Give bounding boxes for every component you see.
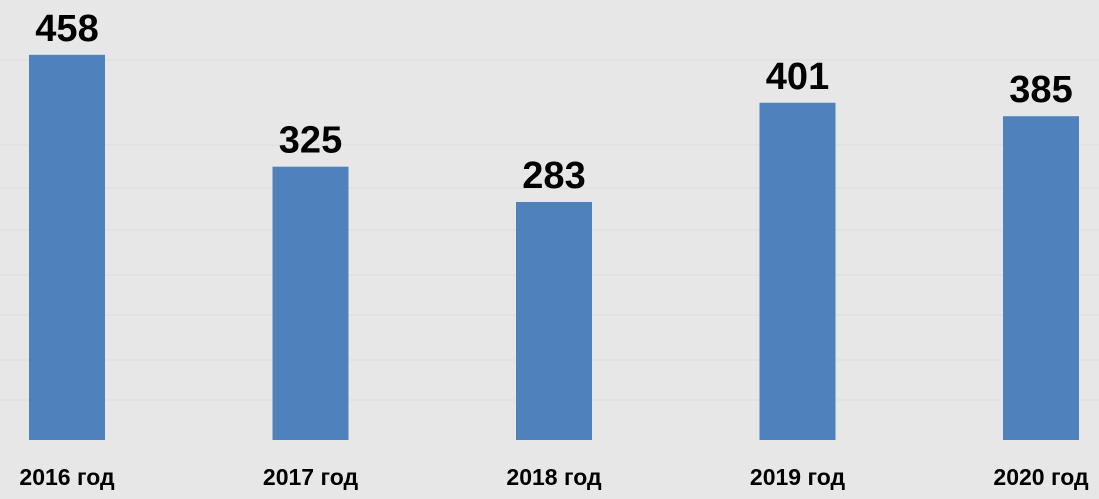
value-label: 385 [1009, 69, 1072, 111]
bar [272, 166, 349, 441]
bar [516, 201, 592, 440]
value-label: 458 [35, 8, 98, 50]
value-label: 325 [279, 120, 342, 162]
x-tick-label: 2019 год [750, 464, 846, 490]
value-label: 283 [522, 155, 585, 197]
x-tick-label: 2020 год [993, 464, 1089, 490]
x-tick-label: 2016 год [19, 464, 115, 490]
value-label: 401 [766, 56, 829, 98]
x-tick-label: 2018 год [506, 464, 602, 490]
bar [759, 102, 836, 440]
bar [1003, 116, 1079, 440]
bar [29, 54, 105, 441]
x-tick-label: 2017 год [263, 464, 359, 490]
